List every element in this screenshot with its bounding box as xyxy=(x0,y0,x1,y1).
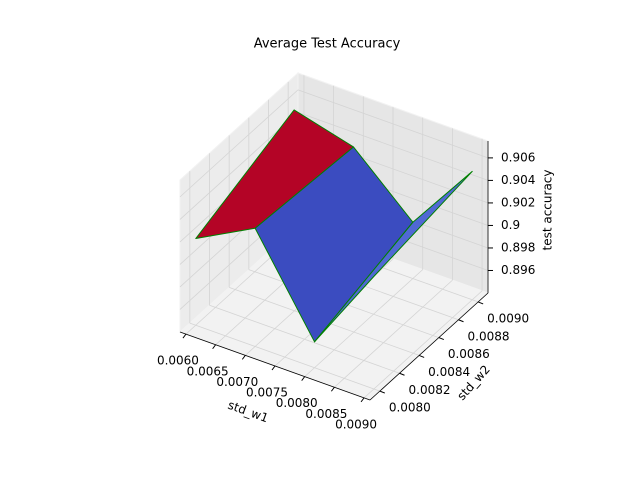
axis-line xyxy=(369,292,489,401)
x-tick xyxy=(241,355,246,360)
z-tick-label: 0.9 xyxy=(501,218,520,232)
y-tick-label: 0.0084 xyxy=(428,365,470,379)
y-tick-label: 0.0082 xyxy=(409,383,451,397)
chart-title: Average Test Accuracy xyxy=(254,37,401,52)
z-tick-label: 0.896 xyxy=(501,263,535,277)
y-tick-label: 0.0090 xyxy=(487,311,529,325)
x-axis-label: std_w1 xyxy=(226,398,270,426)
x-tick-label: 0.0075 xyxy=(246,386,288,400)
y-tick-label: 0.0080 xyxy=(389,401,431,415)
axis-line xyxy=(179,331,371,401)
y-tick xyxy=(458,319,464,323)
x-tick xyxy=(212,344,217,350)
x-tick xyxy=(301,376,306,381)
grid-line xyxy=(363,290,483,399)
z-tick-label: 0.902 xyxy=(501,195,535,209)
grid-line xyxy=(209,304,400,374)
y-tick xyxy=(379,390,386,394)
z-tick-label: 0.898 xyxy=(501,240,535,254)
x-tick-label: 0.0085 xyxy=(305,407,347,421)
z-tick-label: 0.904 xyxy=(501,173,535,187)
x-tick-label: 0.0070 xyxy=(216,375,258,389)
z-axis-label: test accuracy xyxy=(541,170,555,251)
x-tick xyxy=(330,386,335,392)
grid-line xyxy=(189,322,380,392)
z-tick-label: 0.906 xyxy=(501,150,535,164)
x-tick xyxy=(271,365,276,371)
grid-line xyxy=(304,269,423,377)
grid-line xyxy=(297,89,489,159)
y-tick xyxy=(438,337,445,341)
y-tick xyxy=(418,354,425,358)
y-tick xyxy=(477,301,484,305)
x-tick-label: 0.0065 xyxy=(187,364,229,378)
x-tick xyxy=(182,333,187,339)
y-tick xyxy=(399,372,405,376)
surface-face xyxy=(314,170,473,343)
x-tick-label: 0.0060 xyxy=(157,354,199,368)
x-tick-label: 0.0080 xyxy=(276,396,318,410)
x-tick xyxy=(360,397,365,403)
y-tick-label: 0.0088 xyxy=(468,329,510,343)
grid-line xyxy=(179,89,299,198)
grid-line xyxy=(334,279,453,388)
x-tick-label: 0.0090 xyxy=(335,417,377,431)
y-tick-label: 0.0086 xyxy=(448,347,490,361)
grid-line xyxy=(297,112,489,181)
